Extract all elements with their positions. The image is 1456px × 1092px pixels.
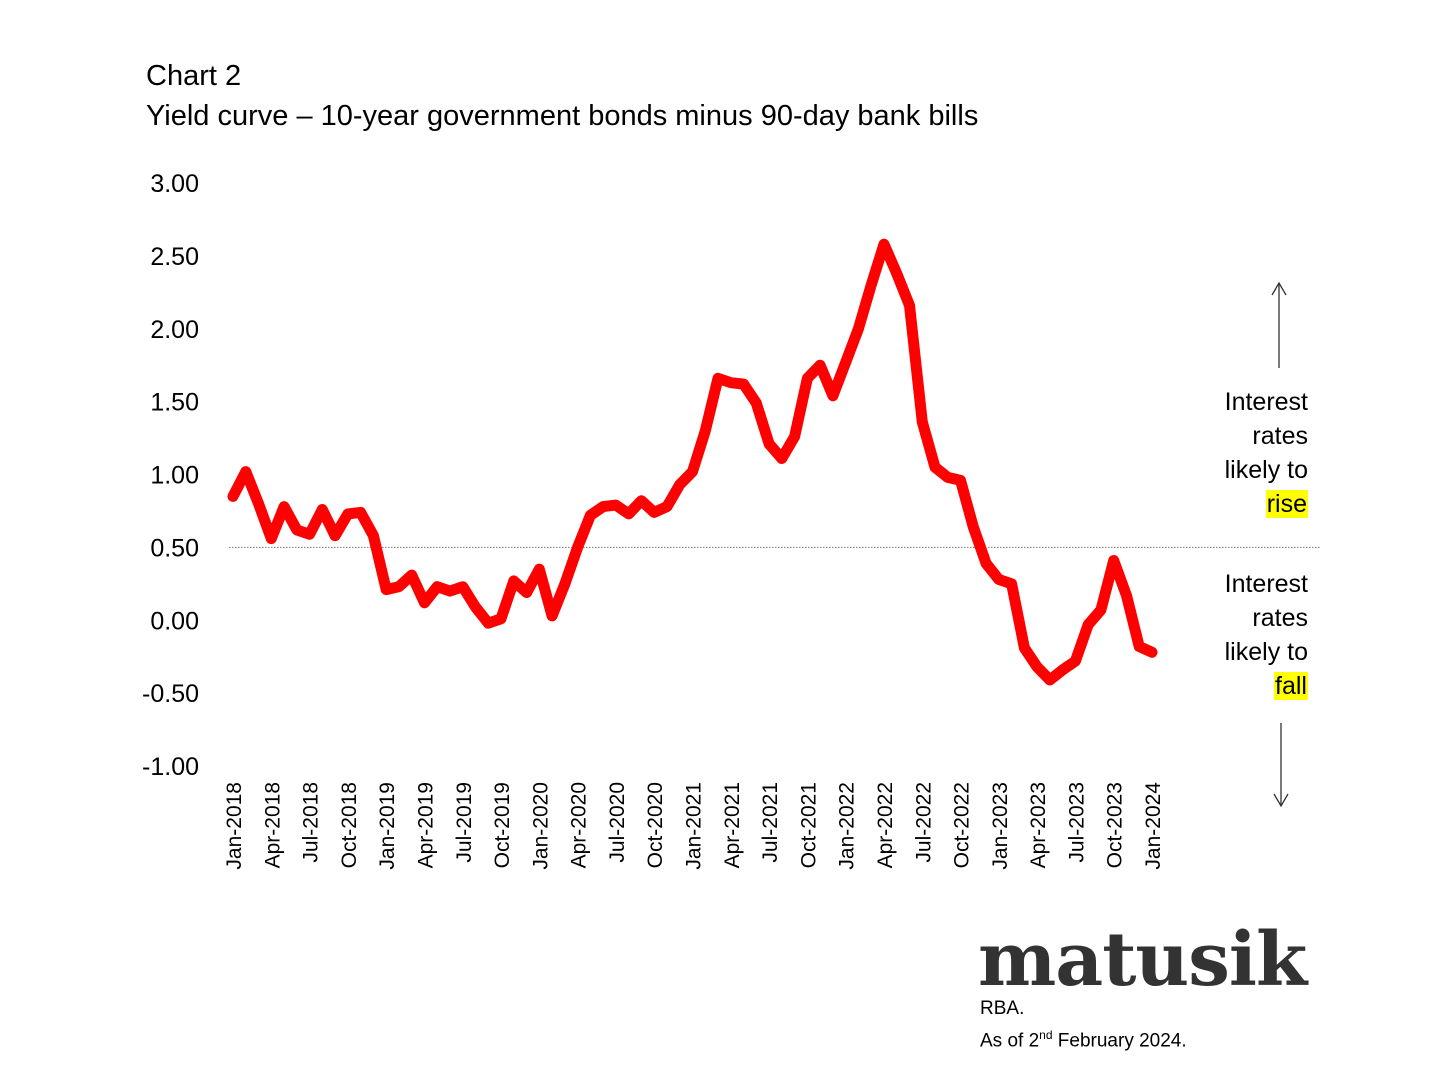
annotation-fall-highlight: fall [1274,672,1308,700]
arrow-up-icon [1271,281,1287,368]
annotation-rise: Interest rates likely to rise [1225,385,1308,521]
annotation-fall-line2: rates [1252,604,1308,632]
y-tick-label: 0.50 [150,534,199,562]
x-tick-label: Jul-2023 [1065,782,1088,863]
x-tick-label: Oct-2023 [1104,782,1127,868]
x-tick-label: Jan-2022 [836,782,859,870]
x-tick-label: Apr-2022 [874,782,897,868]
y-tick-label: 1.50 [150,389,199,417]
x-tick-label: Oct-2018 [338,782,361,868]
y-tick-label: 1.00 [150,462,199,490]
annotation-rise-line2: rates [1252,422,1308,450]
matusik-logo: matusik [978,917,1307,1003]
x-tick-label: Jul-2020 [606,782,629,863]
source-line2: As of 2nd February 2024. [980,1022,1187,1054]
x-tick-label: Apr-2019 [414,782,437,868]
x-tick-label: Jan-2020 [529,782,552,870]
annotation-rise-highlight: rise [1265,490,1308,518]
annotation-rise-line3: likely to [1224,456,1308,484]
x-tick-label: Jul-2022 [912,782,935,863]
chart-title: Yield curve – 10-year government bonds m… [146,100,979,132]
y-tick-label: 2.50 [150,243,199,271]
y-tick-label: -0.50 [142,680,199,708]
x-tick-label: Oct-2019 [491,782,514,868]
x-tick-label: Apr-2021 [721,782,744,868]
series-line [227,238,1158,686]
x-tick-label: Jan-2024 [1142,782,1165,870]
y-axis: 3.00 2.50 2.00 1.50 1.00 0.50 0.00 -0.50 -1.00 [142,170,199,781]
x-tick-label: Jan-2019 [376,782,399,870]
x-tick-label: Jan-2023 [989,782,1012,870]
chart-title-block: Chart 2 Yield curve – 10-year government… [146,56,978,136]
x-tick-label: Oct-2020 [644,782,667,868]
x-tick-label: Jan-2018 [223,782,246,870]
source-date-sup: nd [1039,1028,1053,1042]
chart-number: Chart 2 [146,60,242,92]
x-tick-label: Apr-2023 [1027,782,1050,868]
y-tick-label: 0.00 [150,607,199,635]
annotation-rise-line1: Interest [1224,388,1308,416]
x-tick-label: Jul-2018 [300,782,323,863]
annotation-fall-line1: Interest [1224,570,1308,598]
y-tick-label: -1.00 [142,753,199,781]
source-date-suffix: February 2024. [1052,1030,1187,1052]
arrows [1271,281,1289,808]
y-tick-label: 2.00 [150,316,199,344]
x-tick-label: Oct-2022 [951,782,974,868]
x-axis: Jan-2018 Apr-2018 Jul-2018 Oct-2018 Jan-2019… [223,782,1165,870]
annotation-fall: Interest rates likely to fall [1225,567,1308,703]
source-note: RBA. As of 2nd February 2024. [980,996,1187,1054]
x-tick-label: Apr-2018 [261,782,284,868]
annotation-fall-line3: likely to [1224,638,1308,666]
source-line1: RBA. [980,998,1025,1019]
x-tick-label: Jul-2021 [759,782,782,863]
y-tick-label: 3.00 [150,170,199,198]
x-tick-label: Apr-2020 [568,782,591,868]
source-date-prefix: As of 2 [980,1030,1040,1052]
x-tick-label: Jul-2019 [453,782,476,863]
x-tick-label: Jan-2021 [683,782,706,870]
arrow-down-icon [1273,723,1289,808]
x-tick-label: Oct-2021 [797,782,820,868]
